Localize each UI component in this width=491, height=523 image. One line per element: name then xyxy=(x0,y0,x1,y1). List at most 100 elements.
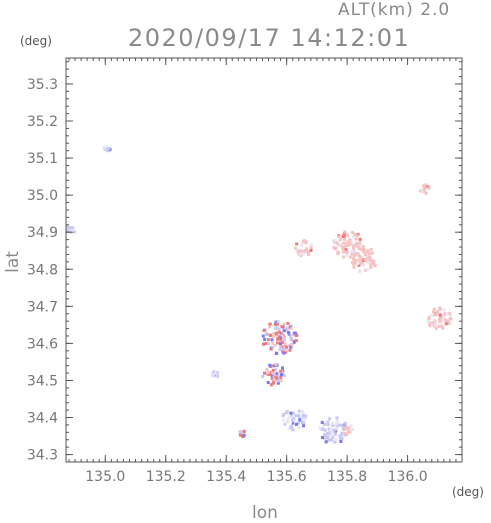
echo-cell xyxy=(261,334,265,338)
echo-cell xyxy=(271,346,275,350)
echo-region xyxy=(281,409,308,432)
echo-cell xyxy=(267,342,271,345)
echo-cell xyxy=(438,306,442,310)
echo-cell xyxy=(333,440,337,444)
echo-cell xyxy=(282,322,286,326)
echo-cell xyxy=(70,226,74,230)
echo-cell xyxy=(352,246,355,249)
x-tick-label: 135.4 xyxy=(206,469,246,485)
echo-cell xyxy=(292,333,296,337)
echo-cell xyxy=(448,316,452,320)
echo-cell xyxy=(424,191,428,195)
echo-cell xyxy=(362,258,366,262)
echo-cell xyxy=(281,414,285,418)
echo-cell xyxy=(296,247,300,251)
echo-cell xyxy=(364,268,368,272)
echo-region xyxy=(343,424,355,437)
echo-cell xyxy=(265,342,268,345)
echo-cell xyxy=(440,319,444,323)
echo-cell xyxy=(287,419,290,423)
echo-cell xyxy=(307,253,310,257)
echo-cell xyxy=(359,260,363,264)
echo-cell xyxy=(298,252,302,256)
echo-cell xyxy=(106,148,110,152)
echo-cell xyxy=(276,379,280,383)
echo-cell xyxy=(104,145,108,149)
echo-cell xyxy=(277,330,281,334)
echo-cell xyxy=(360,257,364,261)
echo-region xyxy=(261,362,286,387)
echo-cell xyxy=(368,252,372,256)
echo-cell xyxy=(293,331,297,335)
echo-cell xyxy=(266,381,270,384)
y-tick-label: 35.2 xyxy=(27,114,58,130)
y-tick-label: 34.8 xyxy=(27,262,58,278)
echo-cell xyxy=(422,184,426,188)
echo-cell xyxy=(372,261,376,265)
echo-cell xyxy=(294,414,298,418)
echo-cell xyxy=(287,427,291,430)
echo-cell xyxy=(352,244,356,248)
echo-cell xyxy=(349,424,353,428)
echo-layer xyxy=(66,145,453,444)
echo-cell xyxy=(285,345,288,349)
y-tick-label: 35.1 xyxy=(27,151,58,167)
echo-cell xyxy=(352,248,356,252)
echo-cell xyxy=(283,348,287,352)
echo-region xyxy=(293,239,313,257)
echo-cell xyxy=(437,324,441,328)
echo-cell xyxy=(242,433,246,437)
echo-cell xyxy=(342,241,346,245)
echo-cell xyxy=(341,246,345,250)
echo-cell xyxy=(302,424,305,428)
echo-cell xyxy=(272,332,276,336)
echo-region xyxy=(418,183,431,195)
echo-cell xyxy=(213,371,217,375)
echo-cell xyxy=(306,251,310,255)
echo-cell xyxy=(294,334,298,337)
echo-cell xyxy=(432,324,436,328)
echo-cell xyxy=(285,327,289,331)
timestamp-title: 2020/09/17 14:12:01 xyxy=(128,24,411,52)
echo-cell xyxy=(67,228,71,232)
echo-cell xyxy=(325,435,329,439)
echo-cell xyxy=(346,240,350,244)
echo-cell xyxy=(304,240,308,244)
echo-cell xyxy=(320,421,324,425)
echo-cell xyxy=(445,312,449,316)
echo-cell xyxy=(354,237,358,241)
echo-cell xyxy=(276,337,280,341)
echo-cell xyxy=(291,428,295,432)
echo-cell xyxy=(356,245,360,249)
echo-region xyxy=(426,306,453,330)
echo-cell xyxy=(268,323,272,327)
echo-cell xyxy=(285,348,289,352)
echo-cell xyxy=(282,329,286,333)
echo-cell xyxy=(288,415,291,419)
echo-cell xyxy=(68,227,72,231)
x-tick-label: 135.6 xyxy=(267,469,307,485)
echo-cell xyxy=(279,376,283,380)
echo-cell xyxy=(366,254,370,258)
echo-cell xyxy=(333,247,337,251)
echo-cell xyxy=(358,255,362,259)
echo-cell xyxy=(276,381,280,385)
echo-cell xyxy=(290,424,294,428)
echo-cell xyxy=(356,262,360,266)
echo-cell xyxy=(281,418,285,422)
echo-cell xyxy=(352,262,355,266)
echo-cell xyxy=(283,422,287,426)
echo-cell xyxy=(286,417,290,421)
echo-cell xyxy=(445,319,449,323)
echo-cell xyxy=(327,431,331,435)
echo-cell xyxy=(366,260,370,264)
echo-cell xyxy=(331,435,335,439)
echo-cell xyxy=(276,320,280,324)
echo-cell xyxy=(309,249,313,252)
echo-cell xyxy=(324,440,328,444)
echo-cell xyxy=(107,146,111,150)
echo-cell xyxy=(358,258,362,262)
echo-cell xyxy=(103,147,107,151)
echo-cell xyxy=(323,428,327,432)
